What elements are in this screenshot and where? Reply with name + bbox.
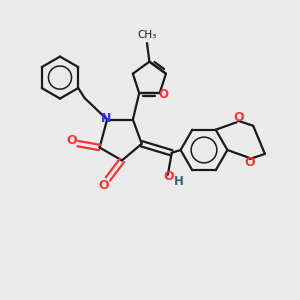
Text: N: N [100, 112, 111, 124]
Text: O: O [233, 111, 244, 124]
Text: H: H [174, 176, 184, 188]
Text: O: O [158, 88, 168, 101]
Text: CH₃: CH₃ [137, 30, 157, 40]
Text: O: O [244, 155, 255, 169]
Text: O: O [99, 178, 109, 191]
Text: O: O [66, 134, 77, 147]
Text: O: O [164, 170, 174, 183]
